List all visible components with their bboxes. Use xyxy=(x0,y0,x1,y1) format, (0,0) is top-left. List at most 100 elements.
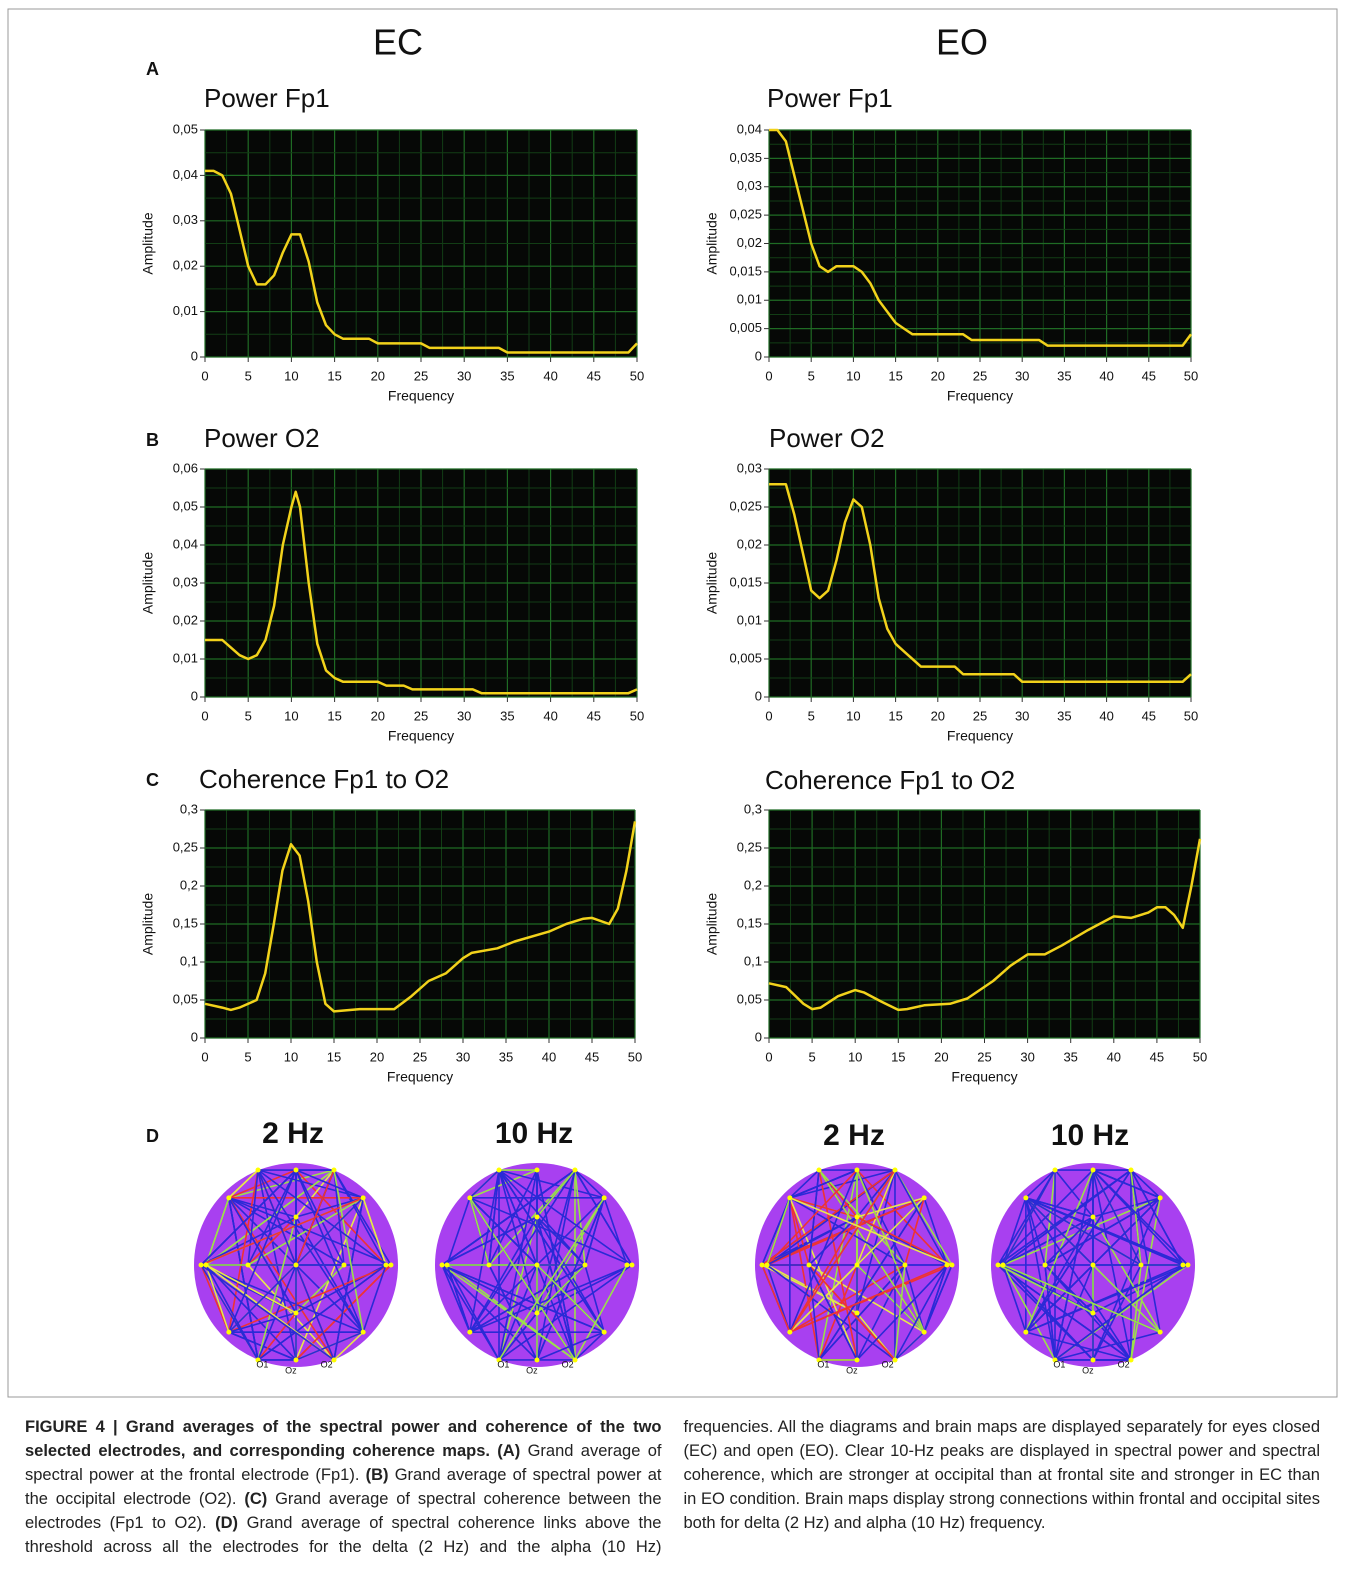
x-tick-label: 15 xyxy=(891,1049,905,1064)
electrode xyxy=(444,1262,450,1268)
map-label: 10 Hz xyxy=(1051,1119,1129,1152)
electrode-label: O1 xyxy=(256,1359,268,1369)
chart-title: Power Fp1 xyxy=(767,83,893,113)
link xyxy=(808,1264,858,1361)
electrode xyxy=(629,1262,635,1268)
x-tick-label: 50 xyxy=(628,1049,642,1064)
caption: FIGURE 4 | Grand averages of the spectra… xyxy=(25,1415,1320,1559)
link xyxy=(766,1264,896,1361)
map-label: 10 Hz xyxy=(495,1117,573,1150)
x-tick-label: 25 xyxy=(413,1049,427,1064)
electrode xyxy=(1023,1195,1029,1201)
link xyxy=(205,1264,259,1361)
link xyxy=(856,1216,953,1266)
x-tick-label: 30 xyxy=(1015,368,1029,383)
link xyxy=(766,1197,791,1266)
y-tick-label: 0,2 xyxy=(180,877,198,892)
link xyxy=(498,1216,538,1361)
link xyxy=(247,1197,364,1266)
link xyxy=(247,1216,297,1266)
x-tick-label: 5 xyxy=(245,368,252,383)
link xyxy=(856,1169,906,1266)
link xyxy=(362,1197,387,1266)
electrode xyxy=(1128,1167,1134,1173)
y-axis-label: Amplitude xyxy=(704,212,720,274)
x-tick-label: 10 xyxy=(846,708,860,723)
y-tick-label: 0 xyxy=(755,348,762,363)
electrode xyxy=(854,1310,860,1316)
electrode xyxy=(764,1262,770,1268)
link xyxy=(498,1197,605,1361)
link xyxy=(997,1264,1094,1314)
link xyxy=(536,1197,605,1314)
x-tick-label: 45 xyxy=(587,368,601,383)
link xyxy=(584,1264,605,1333)
link xyxy=(205,1169,335,1266)
link xyxy=(536,1169,576,1218)
x-tick-label: 0 xyxy=(201,708,208,723)
electrode xyxy=(360,1195,366,1201)
link xyxy=(1002,1197,1161,1266)
link xyxy=(333,1331,364,1361)
figure: EC EO A B C D Power Fp1 0 5 10 15 20 25 30 35 40 4… xyxy=(7,8,1338,1398)
link xyxy=(1044,1264,1056,1361)
x-tick-label: 15 xyxy=(888,368,902,383)
x-tick-label: 25 xyxy=(414,708,428,723)
electrode xyxy=(1128,1357,1134,1363)
link xyxy=(894,1169,948,1266)
electrode xyxy=(1000,1262,1006,1268)
link xyxy=(1025,1331,1132,1361)
electrode xyxy=(944,1262,950,1268)
link xyxy=(894,1264,906,1361)
electrode-label: O2 xyxy=(321,1359,333,1369)
link xyxy=(856,1169,925,1333)
link xyxy=(441,1264,605,1333)
link xyxy=(1130,1169,1184,1266)
x-tick-label: 20 xyxy=(370,1049,384,1064)
link xyxy=(441,1264,538,1361)
link xyxy=(1054,1264,1184,1361)
electrode xyxy=(1090,1357,1096,1363)
electrode xyxy=(1090,1214,1096,1220)
y-tick-label: 0,04 xyxy=(737,121,762,136)
link xyxy=(1130,1264,1142,1361)
electrode xyxy=(624,1262,630,1268)
electrode xyxy=(1023,1329,1029,1335)
y-axis-label: Amplitude xyxy=(140,212,156,274)
x-axis-label: Frequency xyxy=(388,388,454,404)
link xyxy=(247,1264,335,1361)
y-tick-label: 0,03 xyxy=(173,212,198,227)
x-tick-label: 45 xyxy=(587,708,601,723)
electrode xyxy=(601,1195,607,1201)
link xyxy=(789,1169,858,1199)
y-tick-label: 0,01 xyxy=(173,650,198,665)
link xyxy=(1025,1264,1094,1333)
link xyxy=(228,1169,297,1199)
link xyxy=(441,1264,500,1361)
y-tick-label: 0,03 xyxy=(173,574,198,589)
x-tick-label: 50 xyxy=(630,368,644,383)
electrode xyxy=(806,1262,812,1268)
y-tick-label: 0,025 xyxy=(729,498,762,513)
electrode xyxy=(902,1262,908,1268)
y-tick-label: 0,15 xyxy=(737,915,762,930)
electrode xyxy=(439,1262,445,1268)
electrode-label: O1 xyxy=(1053,1359,1065,1369)
link xyxy=(1092,1216,1161,1333)
link xyxy=(1092,1169,1142,1266)
x-tick-label: 0 xyxy=(765,708,772,723)
x-tick-label: 20 xyxy=(371,368,385,383)
electrode xyxy=(759,1262,765,1268)
x-tick-label: 35 xyxy=(499,1049,513,1064)
x-tick-label: 35 xyxy=(1057,368,1071,383)
x-tick-label: 5 xyxy=(245,708,252,723)
y-tick-label: 0,2 xyxy=(744,877,762,892)
x-tick-label: 0 xyxy=(201,368,208,383)
electrode xyxy=(787,1329,793,1335)
link xyxy=(295,1169,335,1218)
panel-letter: C xyxy=(146,770,159,790)
electrode xyxy=(496,1167,502,1173)
y-tick-label: 0 xyxy=(755,688,762,703)
link xyxy=(441,1264,576,1361)
electrode xyxy=(486,1262,492,1268)
